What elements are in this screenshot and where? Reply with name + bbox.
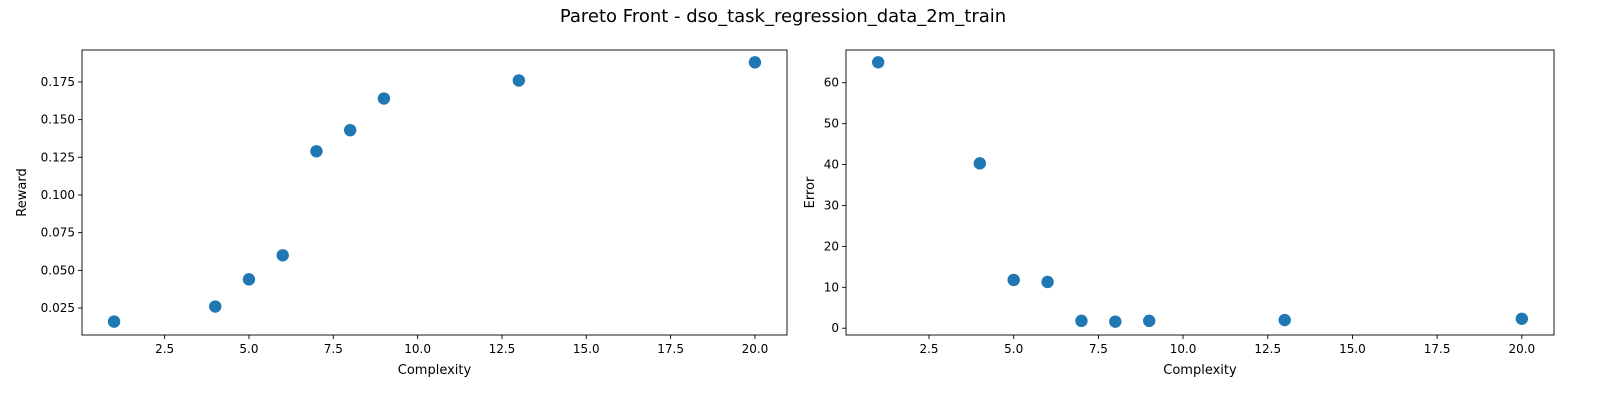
- reward-x-tick-label: 12.5: [489, 342, 516, 356]
- error-data-point: [1041, 275, 1054, 289]
- error-data-point: [1278, 313, 1291, 327]
- error-y-tick-label: 60: [824, 76, 839, 90]
- reward-data-point: [343, 123, 357, 137]
- error-data-point: [973, 157, 987, 170]
- reward-x-tick-label: 15.0: [573, 342, 600, 356]
- error-data-point: [1075, 314, 1088, 328]
- figure-title: Pareto Front - dso_task_regression_data_…: [560, 6, 1006, 27]
- error-y-tick-label: 40: [824, 158, 839, 172]
- reward-x-tick-label: 2.5: [155, 342, 174, 356]
- error-y-tick-label: 20: [824, 239, 839, 253]
- error-y-tick-label: 30: [824, 198, 839, 212]
- reward-y-tick-label: 0.050: [41, 263, 75, 277]
- error-y-tick-label: 50: [824, 117, 839, 131]
- error-axes-frame: [845, 49, 1555, 336]
- reward-y-axis-label: Reward: [15, 168, 30, 216]
- error-subplot: 2.5 5.0 7.5 10.0 12.5 15.0 17.5 20.0 0 10 20 30 40 50…: [803, 49, 1555, 378]
- reward-x-tick-label: 17.5: [657, 342, 684, 356]
- reward-data-point: [512, 74, 526, 87]
- reward-x-tick-label: 5.0: [239, 342, 258, 356]
- reward-data-point: [748, 56, 762, 69]
- reward-x-tick-label: 20.0: [742, 342, 769, 356]
- error-data-point: [1142, 314, 1156, 328]
- reward-data-point: [209, 300, 222, 313]
- reward-x-tick-label: 10.0: [404, 342, 431, 356]
- error-x-tick-label: 7.5: [1089, 342, 1108, 356]
- error-y-tick-label: 10: [824, 280, 839, 294]
- error-x-tick-label: 17.5: [1424, 342, 1451, 356]
- reward-axes-frame: [81, 49, 788, 336]
- error-x-tick-label: 12.5: [1254, 342, 1281, 356]
- reward-y-tick-label: 0.075: [41, 226, 75, 240]
- error-x-tick-label: 10.0: [1170, 342, 1197, 356]
- reward-y-tick-label: 0.150: [41, 113, 75, 127]
- reward-x-axis-label: Complexity: [398, 363, 472, 378]
- error-data-point: [871, 56, 885, 69]
- reward-x-tick-label: 7.5: [324, 342, 343, 356]
- reward-y-tick-label: 0.025: [41, 301, 75, 315]
- error-x-tick-label: 2.5: [919, 342, 938, 356]
- error-x-tick-label: 15.0: [1339, 342, 1366, 356]
- reward-data-point: [377, 92, 391, 105]
- reward-y-tick-label: 0.175: [41, 75, 75, 89]
- reward-data-point: [107, 315, 121, 328]
- error-y-axis-label: Error: [803, 176, 818, 208]
- reward-subplot: 2.5 5.0 7.5 10.0 12.5 15.0 17.5 20.0 0.025 0.050 0…: [15, 49, 788, 378]
- error-data-point: [1109, 315, 1122, 328]
- error-data-point: [1007, 273, 1020, 287]
- reward-data-point: [310, 145, 323, 158]
- error-data-point: [1515, 312, 1529, 325]
- reward-data-point: [276, 249, 289, 262]
- reward-data-point: [242, 273, 256, 286]
- reward-y-tick-label: 0.125: [41, 150, 75, 164]
- error-x-axis-label: Complexity: [1163, 363, 1237, 378]
- reward-y-tick-label: 0.100: [41, 188, 75, 202]
- error-x-tick-label: 20.0: [1508, 342, 1535, 356]
- error-x-tick-label: 5.0: [1004, 342, 1023, 356]
- error-y-tick-label: 0: [831, 321, 839, 335]
